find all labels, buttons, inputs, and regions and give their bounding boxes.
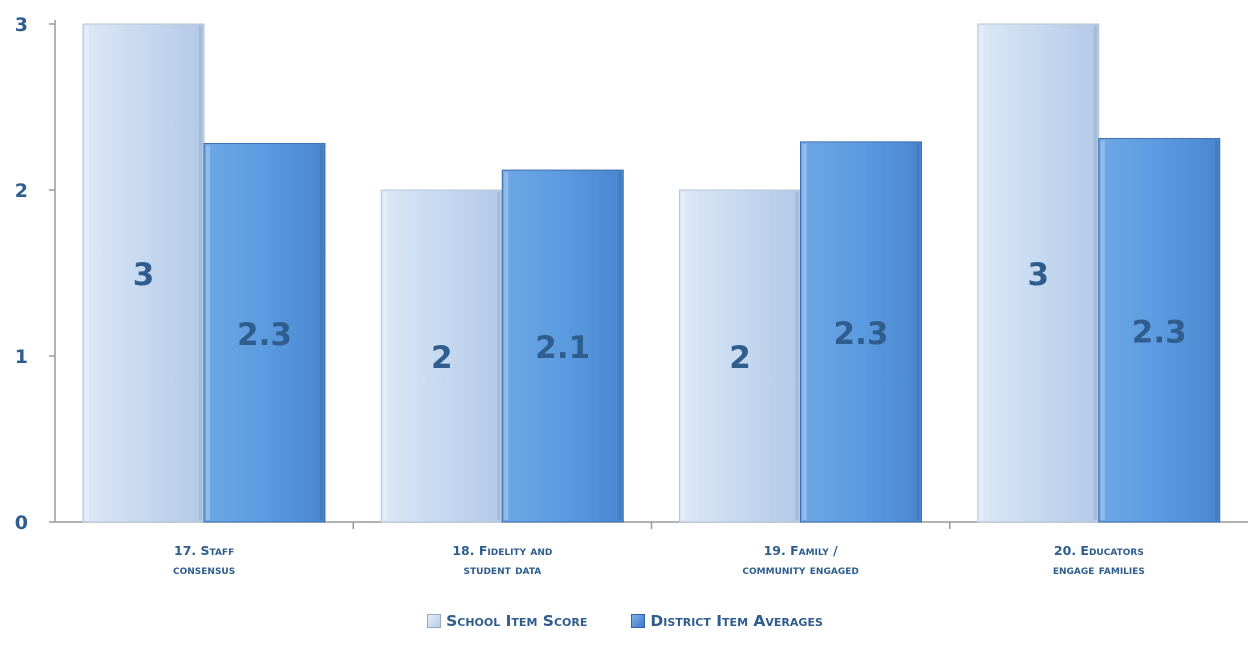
bar-highlight — [383, 192, 388, 520]
legend-swatch-district — [631, 614, 646, 628]
bar-highlight — [206, 145, 210, 520]
x-tick-label: 19. Family / community engaged — [742, 543, 858, 577]
bar-highlight — [681, 192, 686, 520]
bar-school-item-score — [380, 189, 503, 523]
bar-data-label: 2.3 — [834, 316, 889, 352]
bars — [82, 23, 1221, 523]
bar-data-label: 3 — [1027, 257, 1049, 293]
axes: 0 1 2 3 17. Staff consensus 18. Fidelity and st… — [15, 14, 1248, 577]
legend: School Item Score District Item Averages — [0, 606, 1250, 636]
y-tick-label: 0 — [15, 512, 28, 534]
legend-item-district: District Item Averages — [631, 612, 823, 630]
bar-shade — [1214, 140, 1218, 521]
bar-shade — [1093, 26, 1097, 520]
y-tick-label: 3 — [15, 14, 28, 36]
bar-data-label: 2.3 — [1132, 314, 1187, 350]
y-tick-label: 2 — [15, 180, 28, 202]
bar-district-item-average — [800, 141, 922, 523]
bar-district-item-average — [501, 169, 624, 523]
bar-district-item-average — [203, 143, 326, 523]
bar-data-label: 2.3 — [237, 317, 292, 353]
bar-data-label: 2.1 — [535, 330, 590, 366]
bar-data-label: 2 — [431, 340, 453, 376]
bar-data-label: 3 — [133, 257, 155, 293]
bar-highlight — [504, 172, 509, 520]
bar-shade — [199, 26, 202, 520]
legend-swatch-school — [427, 614, 442, 628]
bar-shade — [320, 145, 323, 520]
y-tick-label: 1 — [15, 346, 28, 368]
legend-item-school: School Item Score — [427, 612, 587, 630]
bar-highlight — [802, 143, 807, 521]
bar-shade — [916, 143, 920, 521]
bar-highlight — [979, 26, 984, 520]
x-tick-label: 20. Educators engage families — [1053, 543, 1145, 577]
bar-district-item-average — [1098, 138, 1221, 523]
x-tick-label: 17. Staff consensus — [173, 543, 235, 577]
bar-highlight — [85, 26, 89, 520]
bar-shade — [795, 192, 799, 520]
bar-school-item-score — [679, 189, 801, 523]
x-tick-label: 18. Fidelity and student data — [452, 543, 552, 577]
bar-shade — [618, 172, 622, 520]
legend-label-school: School Item Score — [446, 612, 588, 630]
bar-data-label: 2 — [729, 340, 751, 376]
bar-shade — [497, 192, 501, 520]
data-labels: 3 2 2 3 2.3 2.1 2.3 2.3 — [133, 257, 1187, 376]
bar-school-item-score — [82, 23, 205, 523]
bar-highlight — [1100, 140, 1105, 521]
legend-label-district: District Item Averages — [650, 612, 823, 630]
bar-school-item-score — [977, 23, 1100, 523]
